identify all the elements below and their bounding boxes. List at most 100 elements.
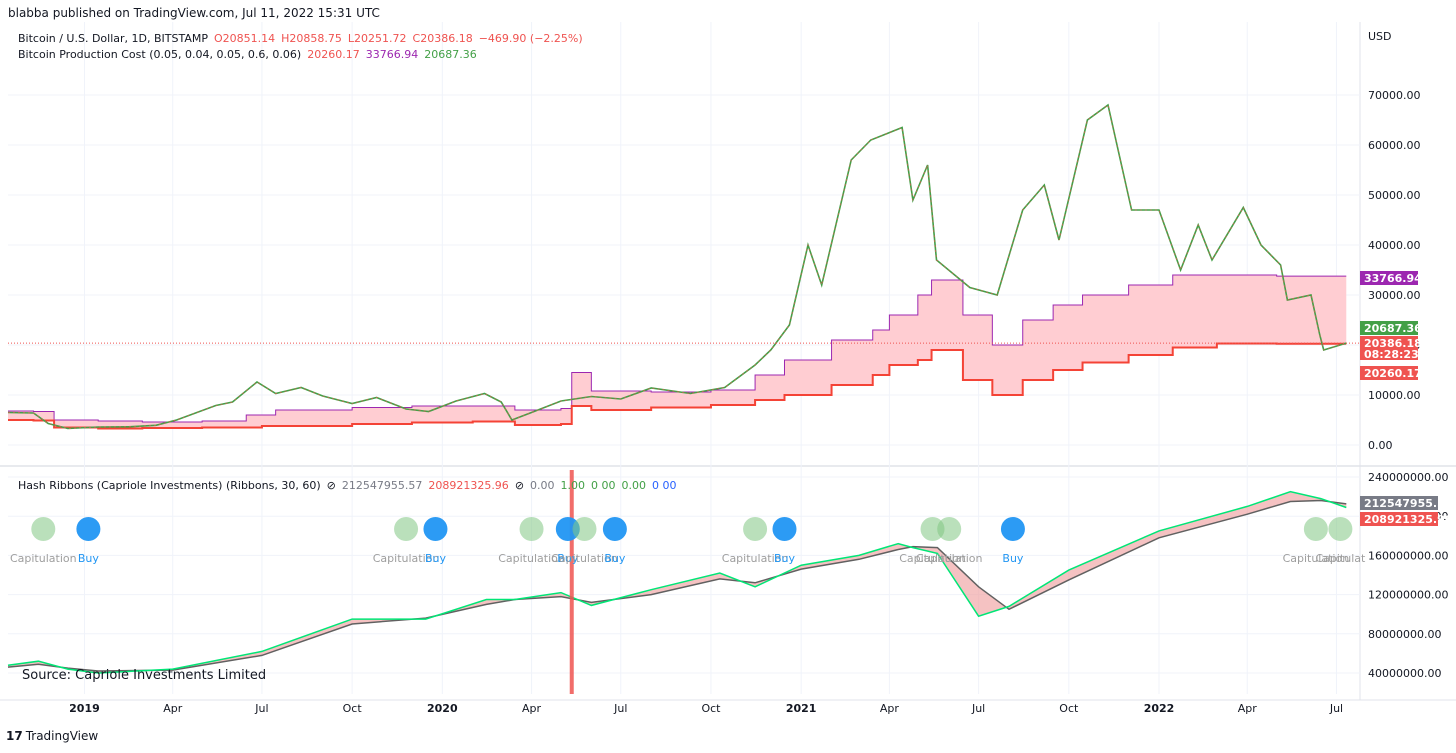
hash-y-tick-label: 240000000.00 (1368, 471, 1448, 484)
production-cost-band (8, 275, 1347, 429)
capitulation-signal-label: Capitulat (1315, 552, 1366, 565)
legend-open: O20851.14 (213, 32, 276, 45)
capitulation-signal-dot (519, 517, 544, 541)
x-tick-label: Jul (254, 702, 268, 715)
buy-signal-label: Buy (774, 552, 796, 565)
price-candles-approx (7, 104, 1347, 429)
hash-tag-bg (1360, 496, 1438, 510)
y-tick-label: 70000.00 (1368, 89, 1421, 102)
x-tick-label: Oct (1059, 702, 1079, 715)
production-cost-upper-line (8, 274, 1347, 423)
buy-signal-dot (423, 517, 448, 541)
capitulation-signal-dot (937, 517, 962, 541)
legend-hash-v2: 208921325.96 (428, 479, 509, 492)
capitulation-signal-label: Capitulation (551, 552, 618, 565)
capitulation-signal-dot (31, 517, 56, 541)
buy-signal-label: Buy (78, 552, 100, 565)
tradingview-brand: TradingView (25, 729, 99, 743)
halving-marker (569, 470, 574, 694)
price-tag-countdown: 08:28:23 (1364, 348, 1419, 361)
legend-low: L20251.72 (347, 32, 407, 45)
capitulation-signal-label: Capitulation (899, 552, 966, 565)
hash-y-tick-label: 120000000.00 (1368, 589, 1448, 602)
legend-hash-v7: 0 00 (652, 479, 677, 492)
hash-y-tick-label: 160000000.00 (1368, 549, 1448, 562)
y-tick-label: 30000.00 (1368, 289, 1421, 302)
hash-tag-label: 212547955.57 (1364, 497, 1452, 510)
y-tick-label: 0.00 (1368, 439, 1393, 452)
hash-tag-bg (1360, 512, 1438, 526)
capitulation-signal-label: Capitulation (10, 552, 77, 565)
capitulation-signal-label: Capitulation (498, 552, 565, 565)
hash-y-tick-label: 40000000.00 (1368, 667, 1441, 680)
capitulation-signal-dot (394, 517, 419, 541)
capitulation-signal-dot (572, 517, 597, 541)
x-tick-label: Apr (1238, 702, 1258, 715)
price-tag-label: 20386.18 (1364, 337, 1422, 350)
price-tag-label: 20687.36 (1364, 322, 1422, 335)
legend-cost-v1: 20260.17 (307, 48, 360, 61)
legend-main: Bitcoin / U.S. Dollar, 1D, BITSTAMP O2085… (18, 32, 589, 45)
y-tick-label: 10000.00 (1368, 389, 1421, 402)
buy-signal-dot (602, 517, 627, 541)
legend-hash-v6: 0.00 (621, 479, 647, 492)
y-tick-label: 40000.00 (1368, 239, 1421, 252)
price-line (7, 103, 1347, 430)
capitulation-signal-dot (1303, 517, 1328, 541)
legend-cost-name[interactable]: Bitcoin Production Cost (0.05, 0.04, 0.0… (18, 48, 302, 61)
x-tick-label: Oct (701, 702, 721, 715)
publisher-line: blabba published on TradingView.com, Jul… (8, 6, 380, 20)
y-tick-label: 50000.00 (1368, 189, 1421, 202)
x-tick-label: Apr (163, 702, 183, 715)
tradingview-logo-icon: 17 (6, 729, 23, 743)
axis-currency-label: USD (1368, 30, 1392, 43)
x-tick-label: Jul (613, 702, 627, 715)
capitulation-signal-label: Capitulation (916, 552, 983, 565)
eye-icon[interactable]: ⊘ (514, 479, 525, 492)
capitulation-signal-dot (743, 517, 768, 541)
capitulation-signal-dot (1328, 517, 1353, 541)
x-tick-label: Oct (343, 702, 363, 715)
x-tick-label: Jul (1329, 702, 1343, 715)
legend-close: C20386.18 (412, 32, 473, 45)
capitulation-signal-dot (920, 517, 945, 541)
x-tick-label: Jul (971, 702, 985, 715)
legend-hash-v3: 0.00 (530, 479, 555, 492)
buy-signal-dot (1000, 517, 1025, 541)
x-tick-label: 2021 (786, 702, 817, 715)
legend-hash-v5: 0 00 (591, 479, 616, 492)
buy-signal-dot (76, 517, 101, 541)
buy-signal-label: Buy (1002, 552, 1024, 565)
buy-signal-label: Buy (425, 552, 447, 565)
buy-signal-label: Buy (557, 552, 579, 565)
legend-symbol[interactable]: Bitcoin / U.S. Dollar, 1D, BITSTAMP (18, 32, 208, 45)
hash-y-tick-label: 80000000.00 (1368, 628, 1441, 641)
hash-30-line (7, 490, 1347, 674)
legend-cost-v2: 33766.94 (365, 48, 419, 61)
buy-signal-label: Buy (604, 552, 626, 565)
legend-hash-v1: 212547955.57 (341, 479, 423, 492)
source-note: Source: Capriole Investments Limited (22, 668, 267, 683)
hash-ribbon-fill (8, 491, 1347, 673)
price-tag-label: 20260.17 (1364, 367, 1422, 380)
y-tick-label: 60000.00 (1368, 139, 1421, 152)
x-tick-label: 2022 (1144, 702, 1175, 715)
x-tick-label: Apr (880, 702, 900, 715)
capitulation-signal-label: Capitulation (722, 552, 789, 565)
price-tag-label: 33766.94 (1364, 272, 1422, 285)
x-tick-label: 2019 (69, 702, 100, 715)
capitulation-signal-label: Capitulation (1283, 552, 1350, 565)
price-tag-bg (1360, 271, 1418, 285)
eye-icon[interactable]: ⊘ (326, 479, 336, 492)
capitulation-signal-label: Capitulation (373, 552, 440, 565)
legend-change: −469.90 (−2.25%) (478, 32, 583, 45)
buy-signal-dot (555, 517, 580, 541)
price-tag-bg (1360, 336, 1418, 360)
legend-hash-name[interactable]: Hash Ribbons (Capriole Investments) (Rib… (18, 479, 321, 492)
legend-cost-v3: 20687.36 (424, 48, 477, 61)
legend-hash: Hash Ribbons (Capriole Investments) (Rib… (18, 479, 683, 492)
tradingview-footer[interactable]: 17 TradingView (6, 729, 98, 743)
legend-high: H20858.75 (281, 32, 342, 45)
hash-60-line (7, 499, 1347, 672)
